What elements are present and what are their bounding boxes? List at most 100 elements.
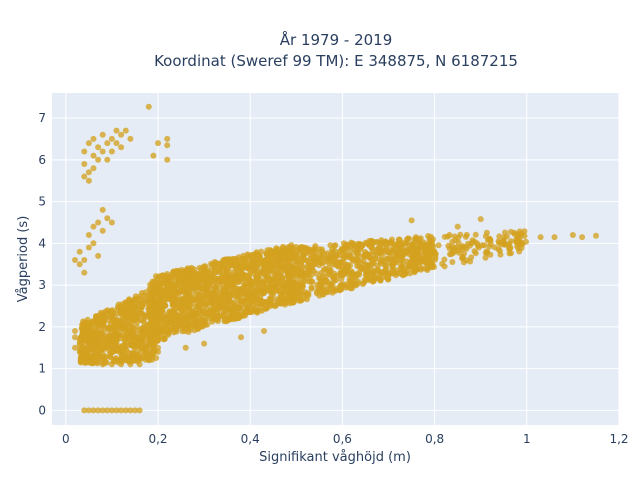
data-point <box>156 273 163 280</box>
data-point <box>113 140 120 147</box>
data-point <box>149 351 156 358</box>
data-point <box>87 359 94 366</box>
data-point <box>196 264 203 271</box>
data-point <box>337 284 344 291</box>
data-point <box>175 269 182 276</box>
data-point <box>253 294 259 301</box>
data-point <box>179 299 186 306</box>
data-point <box>81 269 88 276</box>
data-point <box>152 295 159 302</box>
data-point <box>174 297 181 304</box>
data-point <box>138 355 144 362</box>
data-point <box>90 407 97 414</box>
data-point <box>432 250 439 257</box>
data-point <box>579 234 586 241</box>
data-point <box>388 239 395 246</box>
data-point <box>429 261 436 268</box>
data-point <box>155 344 161 351</box>
data-point <box>296 246 303 253</box>
data-point <box>385 249 392 256</box>
data-point <box>87 328 94 335</box>
data-point <box>180 318 187 325</box>
data-point <box>238 269 245 276</box>
data-point <box>469 237 476 244</box>
data-point <box>157 295 164 302</box>
data-point <box>219 303 226 310</box>
data-point <box>331 243 338 249</box>
data-point <box>460 259 467 266</box>
data-point <box>506 245 513 252</box>
data-point <box>342 247 349 254</box>
data-point <box>90 152 97 159</box>
data-point <box>188 320 195 327</box>
data-point <box>429 241 436 248</box>
data-point <box>126 306 133 313</box>
data-point <box>76 248 83 255</box>
data-point <box>287 278 294 285</box>
data-point <box>261 328 267 334</box>
data-point <box>329 273 336 280</box>
data-point <box>129 327 136 334</box>
data-point <box>506 240 513 247</box>
data-point <box>239 255 245 262</box>
data-point <box>109 316 116 323</box>
data-point <box>503 233 510 240</box>
data-point <box>86 322 93 329</box>
data-point <box>122 127 129 134</box>
chart-title-line-2: Koordinat (Sweref 99 TM): E 348875, N 61… <box>154 52 518 70</box>
data-point <box>132 309 139 316</box>
data-point <box>156 317 163 324</box>
data-point <box>161 321 167 328</box>
data-point <box>340 269 347 276</box>
data-point <box>421 244 428 251</box>
data-point <box>182 328 189 335</box>
data-point <box>569 232 576 238</box>
data-point <box>496 233 503 240</box>
data-point <box>402 239 409 246</box>
data-point <box>377 276 384 283</box>
data-point <box>248 298 255 305</box>
data-point <box>279 300 286 307</box>
data-point <box>99 131 106 138</box>
data-point <box>221 297 228 304</box>
data-point <box>100 351 107 358</box>
data-point <box>514 236 521 243</box>
data-point <box>90 223 97 230</box>
data-point <box>229 282 236 289</box>
data-point <box>163 327 170 334</box>
data-point <box>208 260 215 267</box>
data-point <box>156 321 163 328</box>
data-point <box>172 317 179 324</box>
data-point <box>90 240 97 247</box>
data-point <box>165 296 172 302</box>
data-point <box>445 242 452 249</box>
data-point <box>242 312 248 319</box>
data-point <box>204 273 210 280</box>
data-point <box>181 275 187 282</box>
data-point <box>330 287 337 294</box>
data-point <box>118 361 125 368</box>
data-point <box>399 244 405 251</box>
data-point <box>133 342 140 349</box>
y-tick-label: 5 <box>38 195 46 209</box>
data-point <box>173 328 180 335</box>
data-point <box>201 278 208 285</box>
data-point <box>81 407 88 414</box>
data-point <box>452 237 459 244</box>
data-point <box>85 244 92 251</box>
data-point <box>282 263 288 270</box>
data-point <box>263 277 270 284</box>
data-point <box>238 287 245 294</box>
data-point <box>118 131 125 138</box>
y-tick-label: 2 <box>38 320 46 334</box>
data-point <box>157 328 164 335</box>
data-point <box>412 235 418 242</box>
data-point <box>108 148 115 155</box>
data-point <box>246 308 253 315</box>
data-point <box>95 219 102 226</box>
data-point <box>484 248 490 255</box>
data-point <box>192 292 199 299</box>
data-point <box>85 232 92 238</box>
data-point <box>211 292 218 299</box>
